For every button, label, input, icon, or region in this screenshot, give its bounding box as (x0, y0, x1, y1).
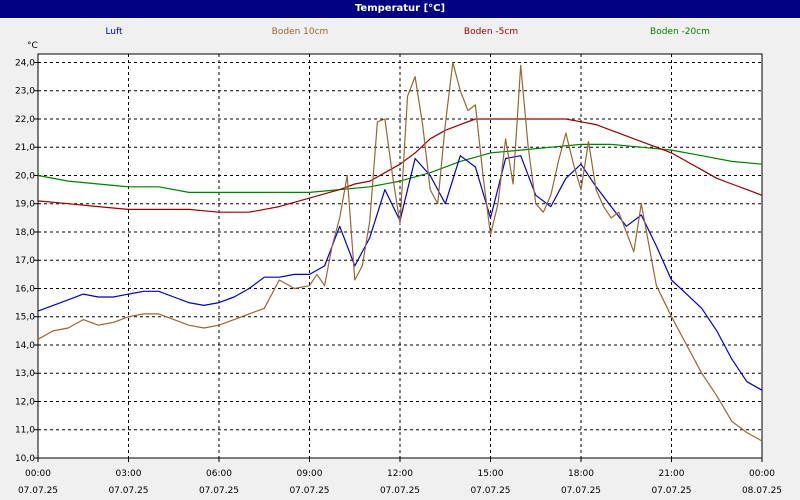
x-tick-time: 18:00 (568, 469, 594, 479)
y-tick-label: 13,0 (15, 369, 35, 379)
x-tick-date: 07.07.25 (289, 486, 329, 496)
legend: Luft Boden 10cm Boden -5cm Boden -20cm (105, 27, 710, 37)
y-tick-label: 24,0 (15, 58, 35, 68)
y-tick-label: 14,0 (15, 341, 35, 351)
y-tick-label: 17,0 (15, 256, 35, 266)
legend-item: Boden 10cm (272, 27, 329, 37)
y-axis-unit: °C (27, 41, 38, 51)
y-tick-label: 22,0 (15, 115, 35, 125)
grid (38, 54, 762, 458)
legend-item: Luft (105, 27, 123, 37)
x-tick-time: 15:00 (478, 469, 504, 479)
x-tick-date: 07.07.25 (380, 486, 420, 496)
x-tick-time: 00:00 (25, 469, 51, 479)
legend-item: Boden -20cm (650, 27, 710, 37)
x-tick-time: 03:00 (116, 469, 142, 479)
x-tick-date: 07.07.25 (108, 486, 148, 496)
series-line-boden-10cm (37, 61, 763, 442)
x-tick-time: 06:00 (206, 469, 232, 479)
y-tick-label: 16,0 (15, 284, 35, 294)
y-axis: 10,0 11,0 12,0 13,0 14,0 15,0 16,0 17,0 18,0 19,0… (15, 58, 38, 464)
x-tick-date: 07.07.25 (199, 486, 239, 496)
y-tick-label: 15,0 (15, 313, 35, 323)
y-tick-label: 12,0 (15, 397, 35, 407)
series-line-boden-20cm (37, 143, 763, 193)
x-tick-time: 12:00 (387, 469, 413, 479)
x-tick-date: 07.07.25 (18, 486, 58, 496)
series (37, 61, 763, 442)
series-line-boden-5cm (37, 118, 763, 213)
y-tick-label: 18,0 (15, 228, 35, 238)
y-tick-label: 20,0 (15, 171, 35, 181)
x-tick-time: 09:00 (297, 469, 323, 479)
x-tick-time: 21:00 (659, 469, 685, 479)
y-tick-label: 19,0 (15, 200, 35, 210)
temperature-chart: Luft Boden 10cm Boden -5cm Boden -20cm °C 1… (15, 27, 782, 496)
y-tick-label: 10,0 (15, 454, 35, 464)
y-tick-label: 11,0 (15, 426, 35, 436)
y-tick-label: 21,0 (15, 143, 35, 153)
x-tick-date: 07.07.25 (561, 486, 601, 496)
legend-item: Boden -5cm (464, 27, 518, 37)
axis-labels: °C (27, 41, 38, 51)
x-tick-date: 07.07.25 (470, 486, 510, 496)
x-tick-date: 07.07.25 (651, 486, 691, 496)
x-tick-date: 08.07.25 (742, 486, 782, 496)
x-tick-time: 00:00 (749, 469, 775, 479)
chart-title: Temperatur [°C] (0, 0, 800, 18)
x-axis: 00:00 07.07.25 03:00 07.07.25 06:00 07.07.25 0… (18, 458, 782, 496)
y-tick-label: 23,0 (15, 87, 35, 97)
